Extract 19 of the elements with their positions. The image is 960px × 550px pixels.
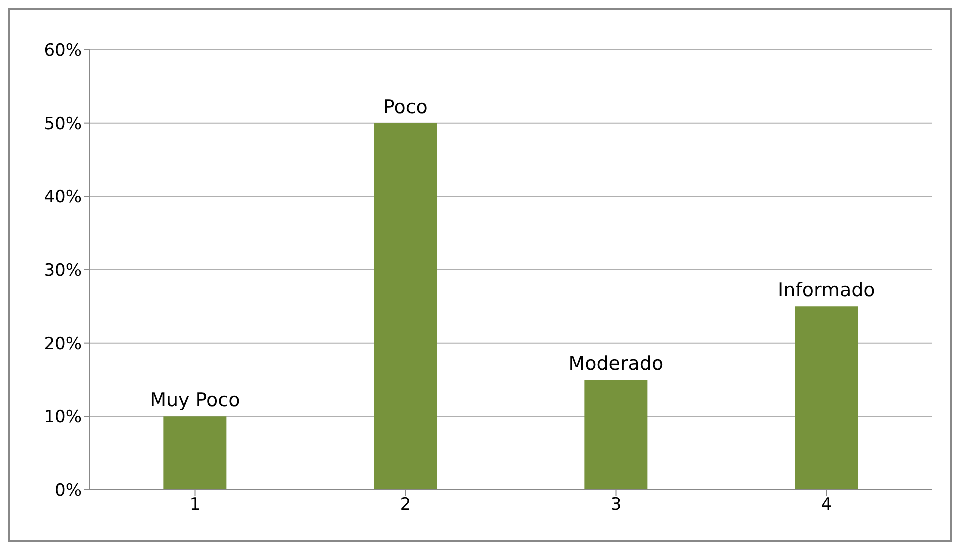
annotation: Informado: [778, 280, 876, 302]
x-tick-label: 1: [190, 495, 201, 516]
y-tick-label: 30%: [44, 261, 82, 282]
annotation: Moderado: [568, 353, 664, 375]
annotation: Muy Poco: [150, 390, 240, 412]
x-tick-label: 4: [821, 495, 832, 516]
bar: [164, 416, 227, 490]
annotation: Poco: [383, 96, 428, 118]
y-tick-label: 60%: [44, 41, 82, 62]
bar: [374, 123, 438, 490]
bar: [584, 380, 648, 490]
y-tick-label: 50%: [44, 114, 82, 134]
bar: [795, 306, 858, 490]
y-tick-label: 10%: [44, 408, 82, 428]
y-tick-label: 0%: [55, 481, 82, 502]
y-tick-label: 20%: [44, 334, 82, 354]
x-tick-label: 3: [610, 495, 622, 516]
y-tick-label: 40%: [44, 188, 82, 208]
x-tick-label: 2: [400, 495, 412, 516]
